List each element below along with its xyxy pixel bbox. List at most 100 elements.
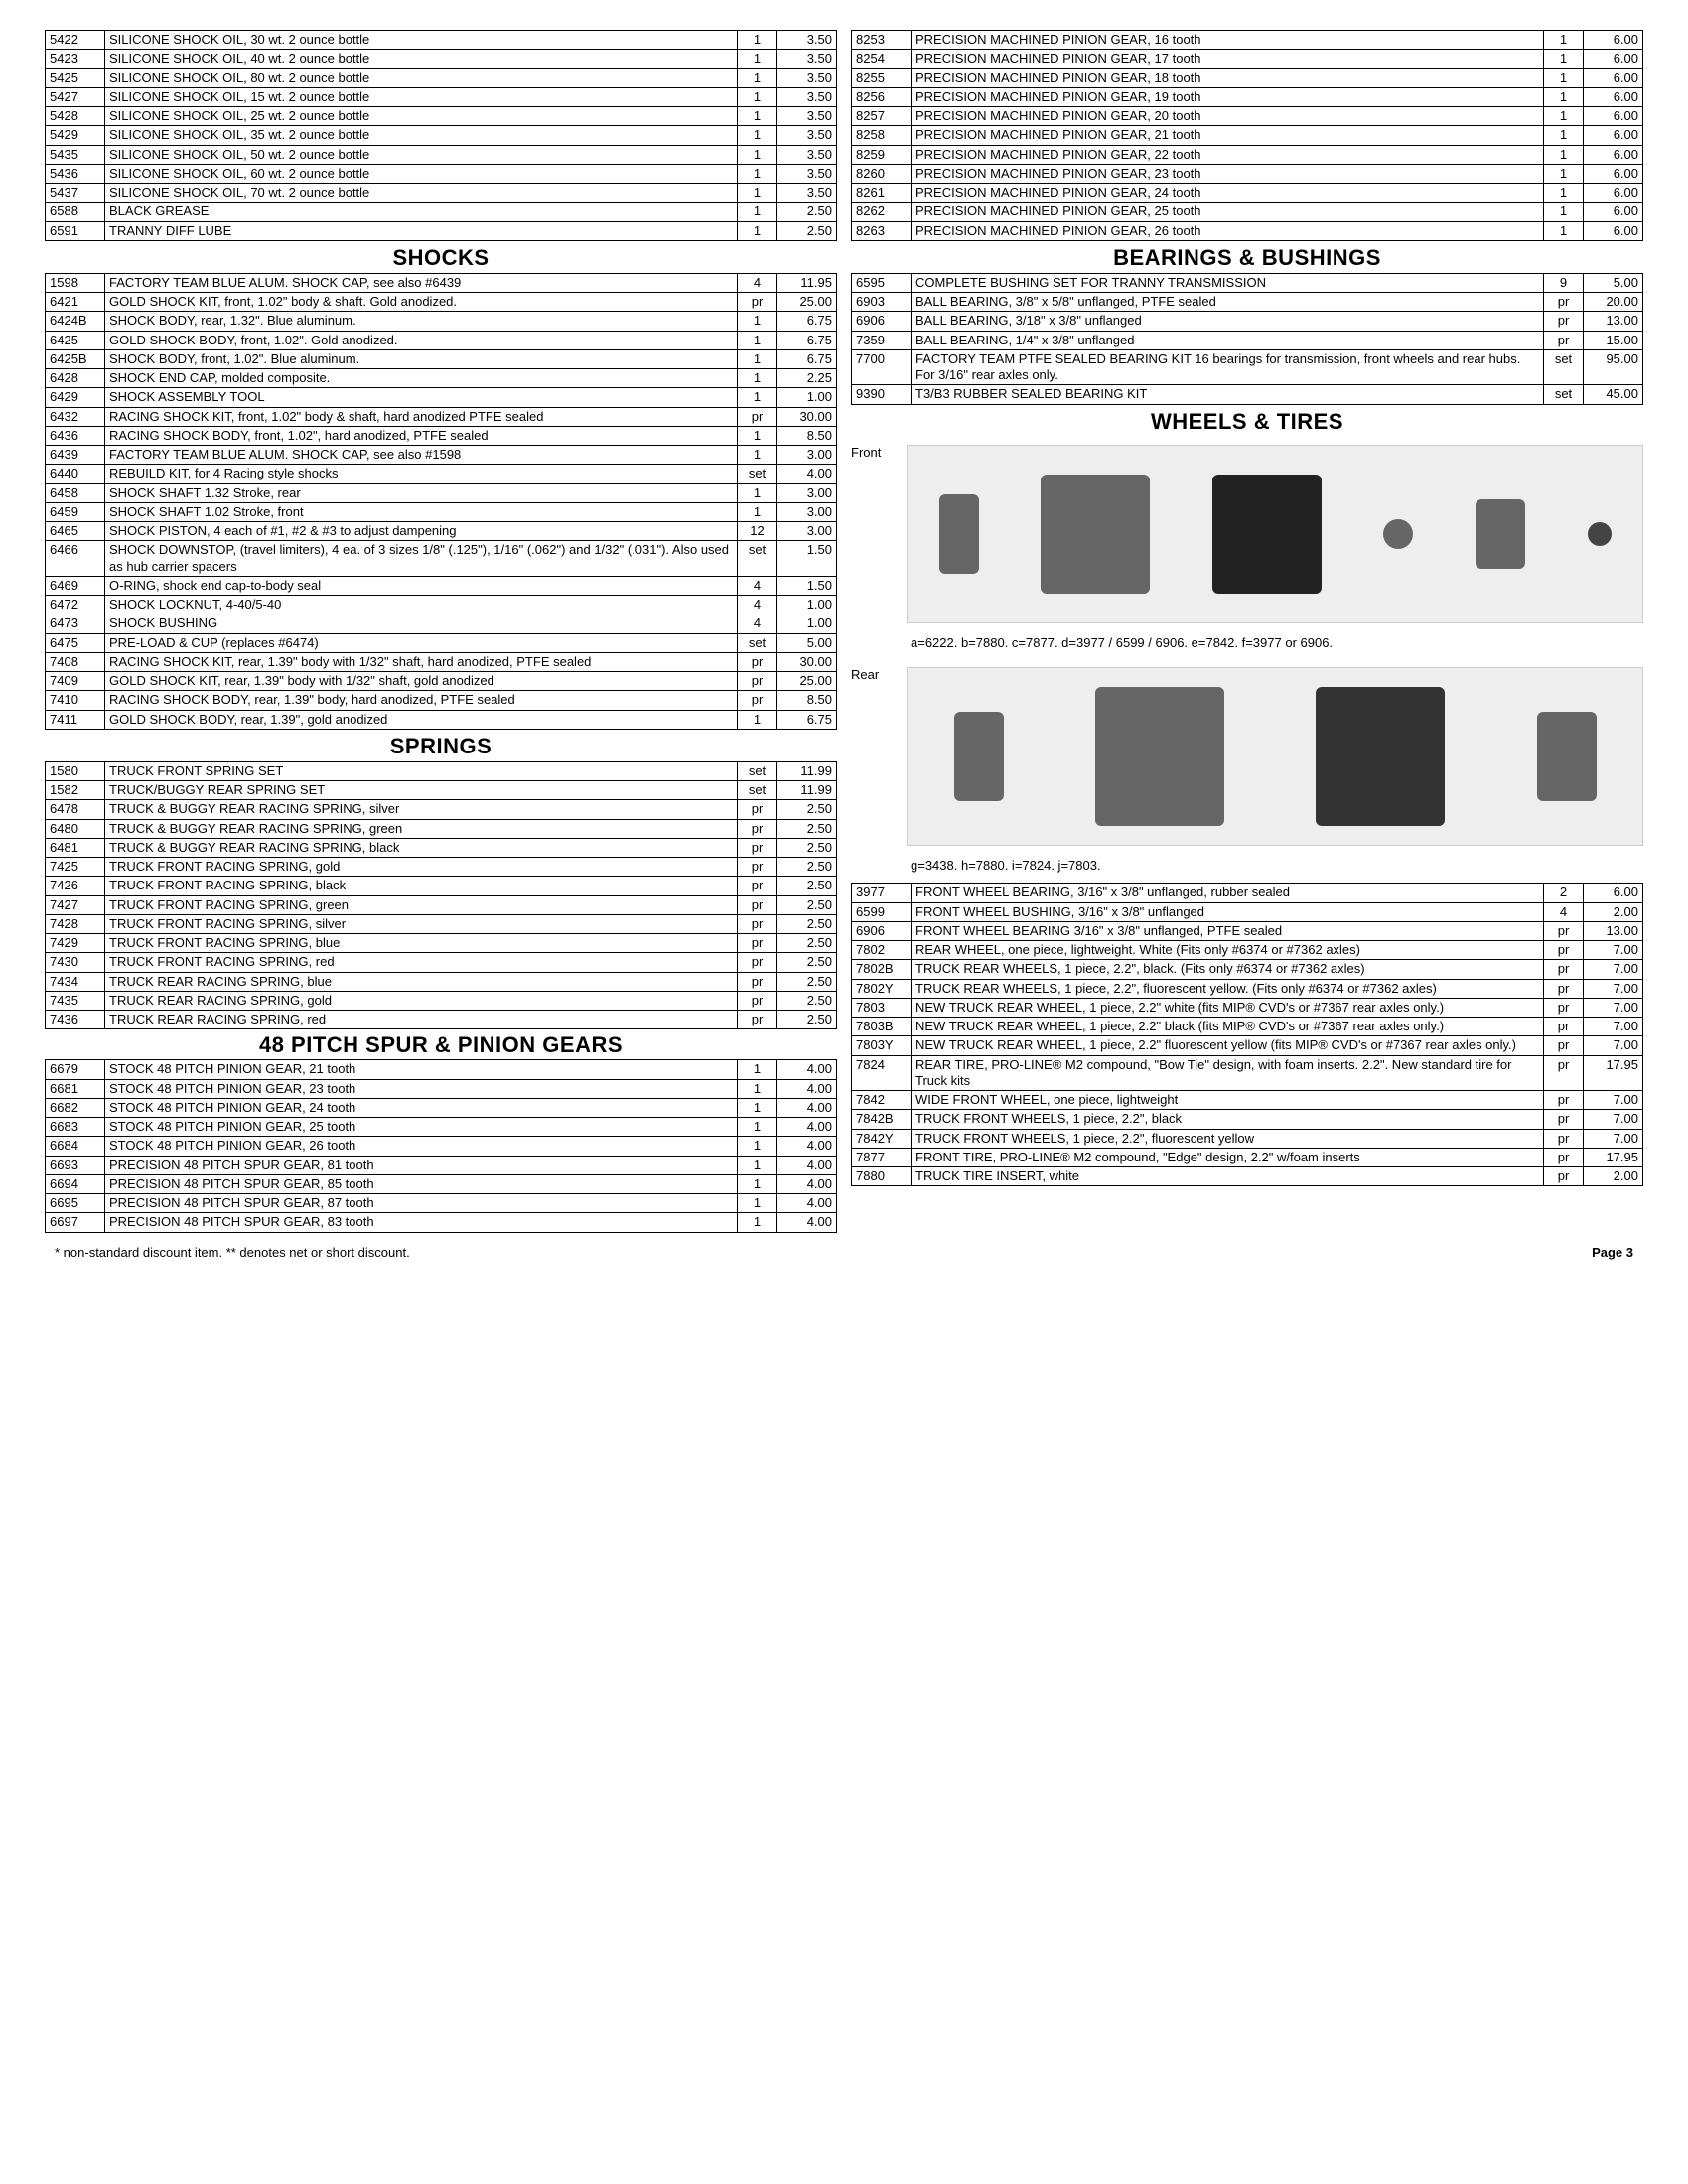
cell-qty: 1 — [1544, 126, 1584, 145]
cell-qty: pr — [1544, 979, 1584, 998]
cell-desc: SILICONE SHOCK OIL, 70 wt. 2 ounce bottl… — [105, 184, 738, 203]
cell-price: 1.00 — [777, 388, 837, 407]
table-row: 7700FACTORY TEAM PTFE SEALED BEARING KIT… — [852, 349, 1643, 385]
table-row: 6473SHOCK BUSHING41.00 — [46, 614, 837, 633]
cell-qty: pr — [1544, 998, 1584, 1017]
cell-part: 7877 — [852, 1148, 912, 1166]
table-row: 6906FRONT WHEEL BEARING 3/16" x 3/8" unf… — [852, 921, 1643, 940]
cell-desc: GOLD SHOCK BODY, front, 1.02". Gold anod… — [105, 331, 738, 349]
cell-desc: REAR TIRE, PRO-LINE® M2 compound, "Bow T… — [912, 1055, 1544, 1091]
cell-qty: 1 — [1544, 221, 1584, 240]
table-gears48: 6679STOCK 48 PITCH PINION GEAR, 21 tooth… — [45, 1059, 837, 1232]
section-gears48: 48 PITCH SPUR & PINION GEARS — [45, 1029, 837, 1059]
cell-price: 2.50 — [777, 203, 837, 221]
cell-part: 6459 — [46, 502, 105, 521]
cell-price: 3.50 — [777, 87, 837, 106]
cell-part: 6458 — [46, 483, 105, 502]
wheels-front-image-block: Front a=6222. b=7880. c=7877. d=3977 / 6… — [851, 437, 1643, 660]
cell-desc: STOCK 48 PITCH PINION GEAR, 25 tooth — [105, 1118, 738, 1137]
table-row: 6681STOCK 48 PITCH PINION GEAR, 23 tooth… — [46, 1079, 837, 1098]
cell-qty: pr — [1544, 1055, 1584, 1091]
cell-price: 13.00 — [1584, 921, 1643, 940]
cell-qty: set — [738, 465, 777, 483]
cell-part: 6903 — [852, 293, 912, 312]
cell-desc: PRECISION 48 PITCH SPUR GEAR, 87 tooth — [105, 1194, 738, 1213]
table-row: 6475PRE-LOAD & CUP (replaces #6474)set5.… — [46, 633, 837, 652]
cell-qty: pr — [1544, 1036, 1584, 1055]
cell-price: 3.00 — [777, 502, 837, 521]
cell-desc: SHOCK DOWNSTOP, (travel limiters), 4 ea.… — [105, 541, 738, 577]
table-row: 6432RACING SHOCK KIT, front, 1.02" body … — [46, 407, 837, 426]
table-row: 6424BSHOCK BODY, rear, 1.32". Blue alumi… — [46, 312, 837, 331]
table-row: 6459SHOCK SHAFT 1.02 Stroke, front13.00 — [46, 502, 837, 521]
cell-desc: TRUCK REAR WHEELS, 1 piece, 2.2", fluore… — [912, 979, 1544, 998]
table-row: 8260PRECISION MACHINED PINION GEAR, 23 t… — [852, 164, 1643, 183]
cell-price: 6.00 — [1584, 203, 1643, 221]
table-row: 8257PRECISION MACHINED PINION GEAR, 20 t… — [852, 107, 1643, 126]
cell-price: 3.50 — [777, 50, 837, 68]
table-row: 7880TRUCK TIRE INSERT, whitepr2.00 — [852, 1167, 1643, 1186]
cell-qty: 9 — [1544, 273, 1584, 292]
cell-desc: FRONT TIRE, PRO-LINE® M2 compound, "Edge… — [912, 1148, 1544, 1166]
cell-desc: BALL BEARING, 3/8" x 5/8" unflanged, PTF… — [912, 293, 1544, 312]
cell-price: 2.00 — [1584, 1167, 1643, 1186]
cell-price: 30.00 — [777, 407, 837, 426]
cell-price: 6.75 — [777, 331, 837, 349]
cell-desc: RACING SHOCK KIT, rear, 1.39" body with … — [105, 652, 738, 671]
section-shocks: SHOCKS — [45, 241, 837, 273]
table-row: 7842WIDE FRONT WHEEL, one piece, lightwe… — [852, 1091, 1643, 1110]
cell-desc: PRECISION MACHINED PINION GEAR, 26 tooth — [912, 221, 1544, 240]
cell-price: 6.00 — [1584, 107, 1643, 126]
cell-qty: 1 — [738, 331, 777, 349]
cell-part: 7842B — [852, 1110, 912, 1129]
cell-part: 8262 — [852, 203, 912, 221]
cell-desc: SHOCK ASSEMBLY TOOL — [105, 388, 738, 407]
cell-qty: 1 — [1544, 107, 1584, 126]
cell-desc: STOCK 48 PITCH PINION GEAR, 24 tooth — [105, 1098, 738, 1117]
cell-desc: TRUCK FRONT RACING SPRING, black — [105, 877, 738, 895]
cell-price: 2.50 — [777, 914, 837, 933]
table-row: 6599FRONT WHEEL BUSHING, 3/16" x 3/8" un… — [852, 902, 1643, 921]
cell-part: 6436 — [46, 426, 105, 445]
cell-price: 2.50 — [777, 838, 837, 857]
section-bearings: BEARINGS & BUSHINGS — [851, 241, 1643, 273]
cell-part: 6683 — [46, 1118, 105, 1137]
cell-price: 3.50 — [777, 126, 837, 145]
cell-price: 7.00 — [1584, 1091, 1643, 1110]
cell-part: 6465 — [46, 522, 105, 541]
table-row: 7436TRUCK REAR RACING SPRING, redpr2.50 — [46, 1011, 837, 1029]
cell-qty: 1 — [1544, 203, 1584, 221]
cell-price: 6.00 — [1584, 31, 1643, 50]
table-row: 7842BTRUCK FRONT WHEELS, 1 piece, 2.2", … — [852, 1110, 1643, 1129]
table-row: 6425BSHOCK BODY, front, 1.02". Blue alum… — [46, 349, 837, 368]
cell-price: 3.50 — [777, 107, 837, 126]
cell-desc: SHOCK SHAFT 1.02 Stroke, front — [105, 502, 738, 521]
cell-desc: T3/B3 RUBBER SEALED BEARING KIT — [912, 385, 1544, 404]
cell-price: 2.50 — [777, 953, 837, 972]
table-row: 6421GOLD SHOCK KIT, front, 1.02" body & … — [46, 293, 837, 312]
cell-price: 3.50 — [777, 145, 837, 164]
cell-part: 8259 — [852, 145, 912, 164]
cell-part: 6425 — [46, 331, 105, 349]
table-row: 9390T3/B3 RUBBER SEALED BEARING KITset45… — [852, 385, 1643, 404]
cell-price: 6.00 — [1584, 221, 1643, 240]
cell-part: 7803Y — [852, 1036, 912, 1055]
table-row: 7426TRUCK FRONT RACING SPRING, blackpr2.… — [46, 877, 837, 895]
front-caption: a=6222. b=7880. c=7877. d=3977 / 6599 / … — [851, 635, 1643, 652]
cell-desc: SHOCK BODY, rear, 1.32". Blue aluminum. — [105, 312, 738, 331]
cell-qty: 4 — [738, 273, 777, 292]
cell-qty: pr — [1544, 312, 1584, 331]
cell-price: 4.00 — [777, 1079, 837, 1098]
cell-price: 3.50 — [777, 31, 837, 50]
cell-qty: set — [1544, 385, 1584, 404]
table-right-top: 8253PRECISION MACHINED PINION GEAR, 16 t… — [851, 30, 1643, 241]
cell-desc: TRUCK & BUGGY REAR RACING SPRING, green — [105, 819, 738, 838]
cell-part: 6694 — [46, 1174, 105, 1193]
cell-part: 7408 — [46, 652, 105, 671]
cell-price: 2.00 — [1584, 902, 1643, 921]
cell-qty: set — [738, 781, 777, 800]
cell-price: 1.00 — [777, 614, 837, 633]
cell-part: 6425B — [46, 349, 105, 368]
cell-desc: REBUILD KIT, for 4 Racing style shocks — [105, 465, 738, 483]
table-row: 6595COMPLETE BUSHING SET FOR TRANNY TRAN… — [852, 273, 1643, 292]
